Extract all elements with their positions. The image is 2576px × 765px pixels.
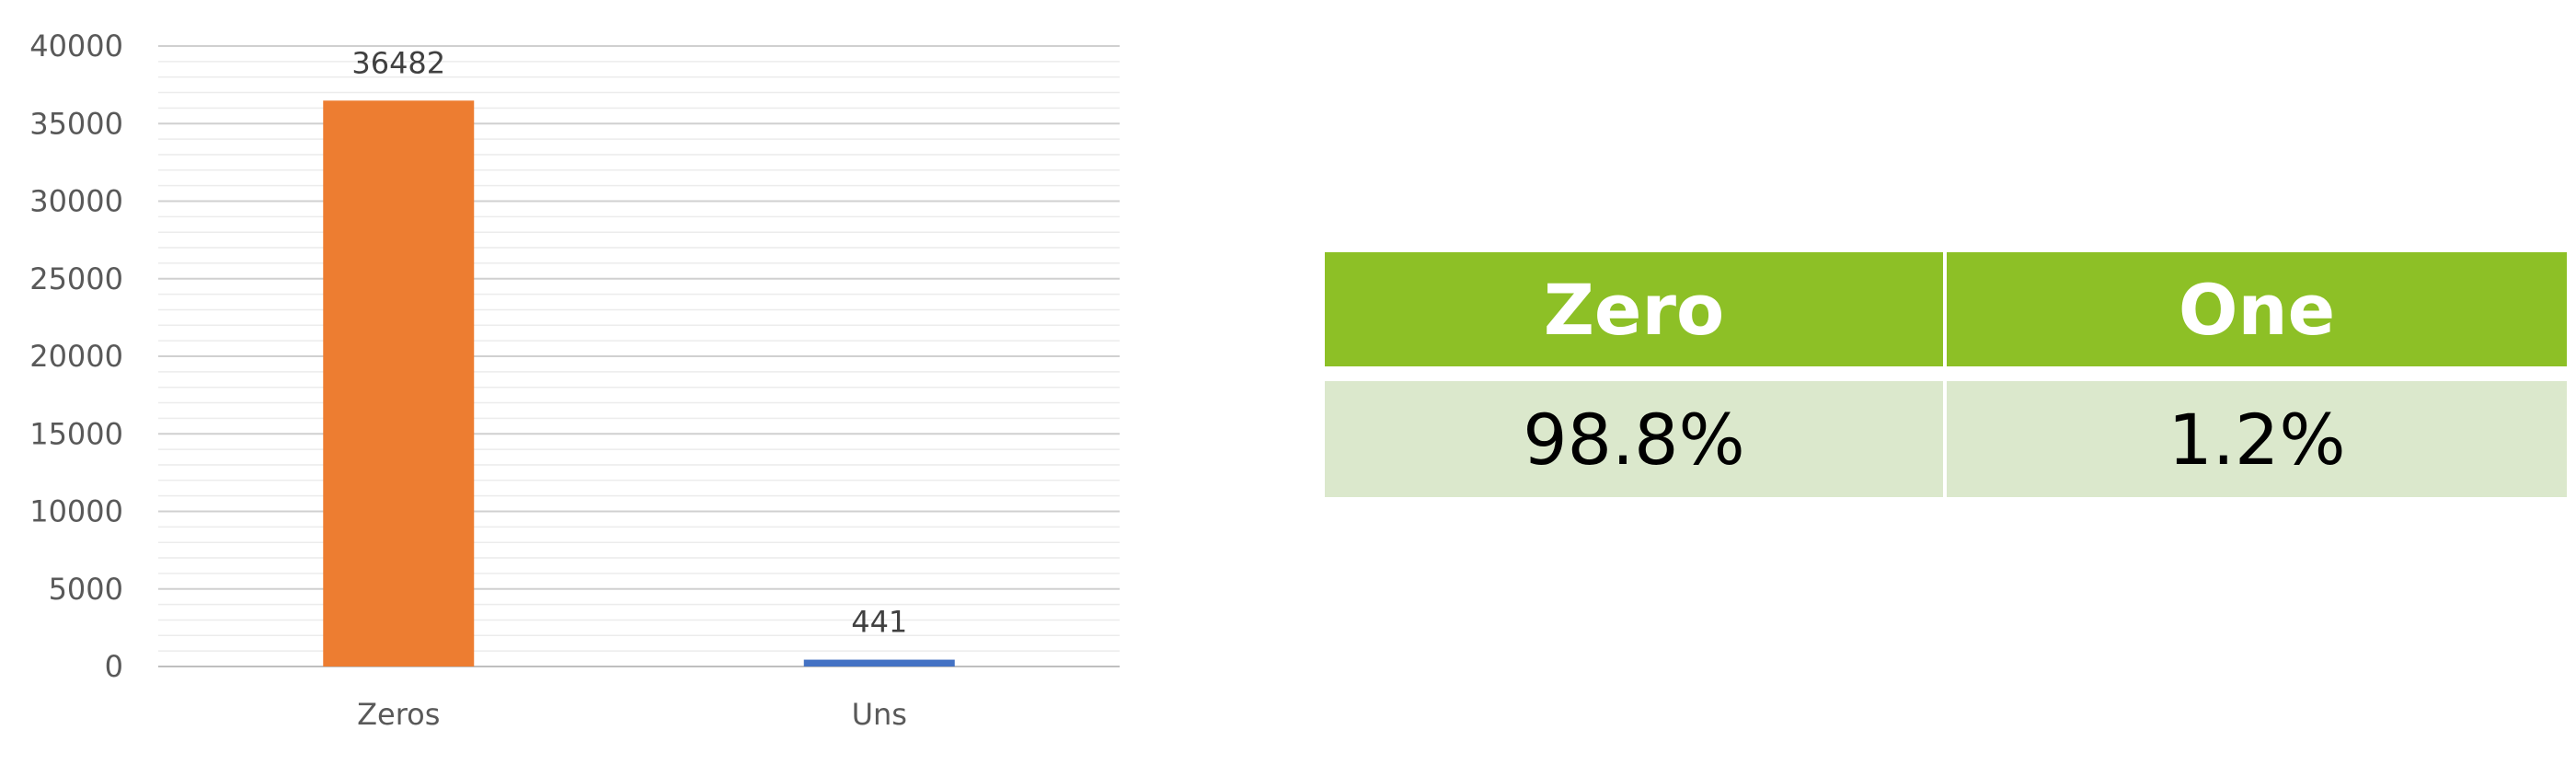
y-tick-label: 30000 bbox=[29, 184, 123, 219]
y-tick-label: 10000 bbox=[29, 494, 123, 529]
table-value-zero: 98.8% bbox=[1325, 381, 1943, 497]
summary-table: Zero One 98.8% 1.2% bbox=[1325, 252, 2567, 497]
data-label: 36482 bbox=[351, 45, 445, 80]
y-tick-label: 25000 bbox=[29, 261, 123, 296]
bar-zeros bbox=[323, 100, 475, 666]
y-tick-label: 20000 bbox=[29, 339, 123, 374]
gridlines bbox=[158, 45, 1120, 667]
data-labels: 36482 441 bbox=[351, 45, 907, 639]
y-tick-label: 15000 bbox=[29, 416, 123, 451]
bar-chart: 0 5000 10000 15000 20000 25000 30000 35000 40000… bbox=[29, 29, 1120, 732]
y-tick-label: 0 bbox=[105, 649, 123, 684]
y-tick-label: 35000 bbox=[29, 106, 123, 141]
x-tick-label: Uns bbox=[852, 697, 907, 732]
y-tick-label: 40000 bbox=[29, 29, 123, 64]
bars bbox=[323, 100, 955, 666]
x-axis: Zeros Uns bbox=[357, 697, 907, 732]
table-header-one: One bbox=[1947, 252, 2567, 366]
table-value-one: 1.2% bbox=[1947, 381, 2567, 497]
data-label: 441 bbox=[851, 605, 907, 640]
bar-uns bbox=[803, 659, 955, 666]
x-tick-label: Zeros bbox=[357, 697, 440, 732]
y-axis: 0 5000 10000 15000 20000 25000 30000 35000 40000 bbox=[29, 29, 123, 684]
table-header-zero: Zero bbox=[1325, 252, 1943, 366]
y-tick-label: 5000 bbox=[49, 572, 123, 607]
